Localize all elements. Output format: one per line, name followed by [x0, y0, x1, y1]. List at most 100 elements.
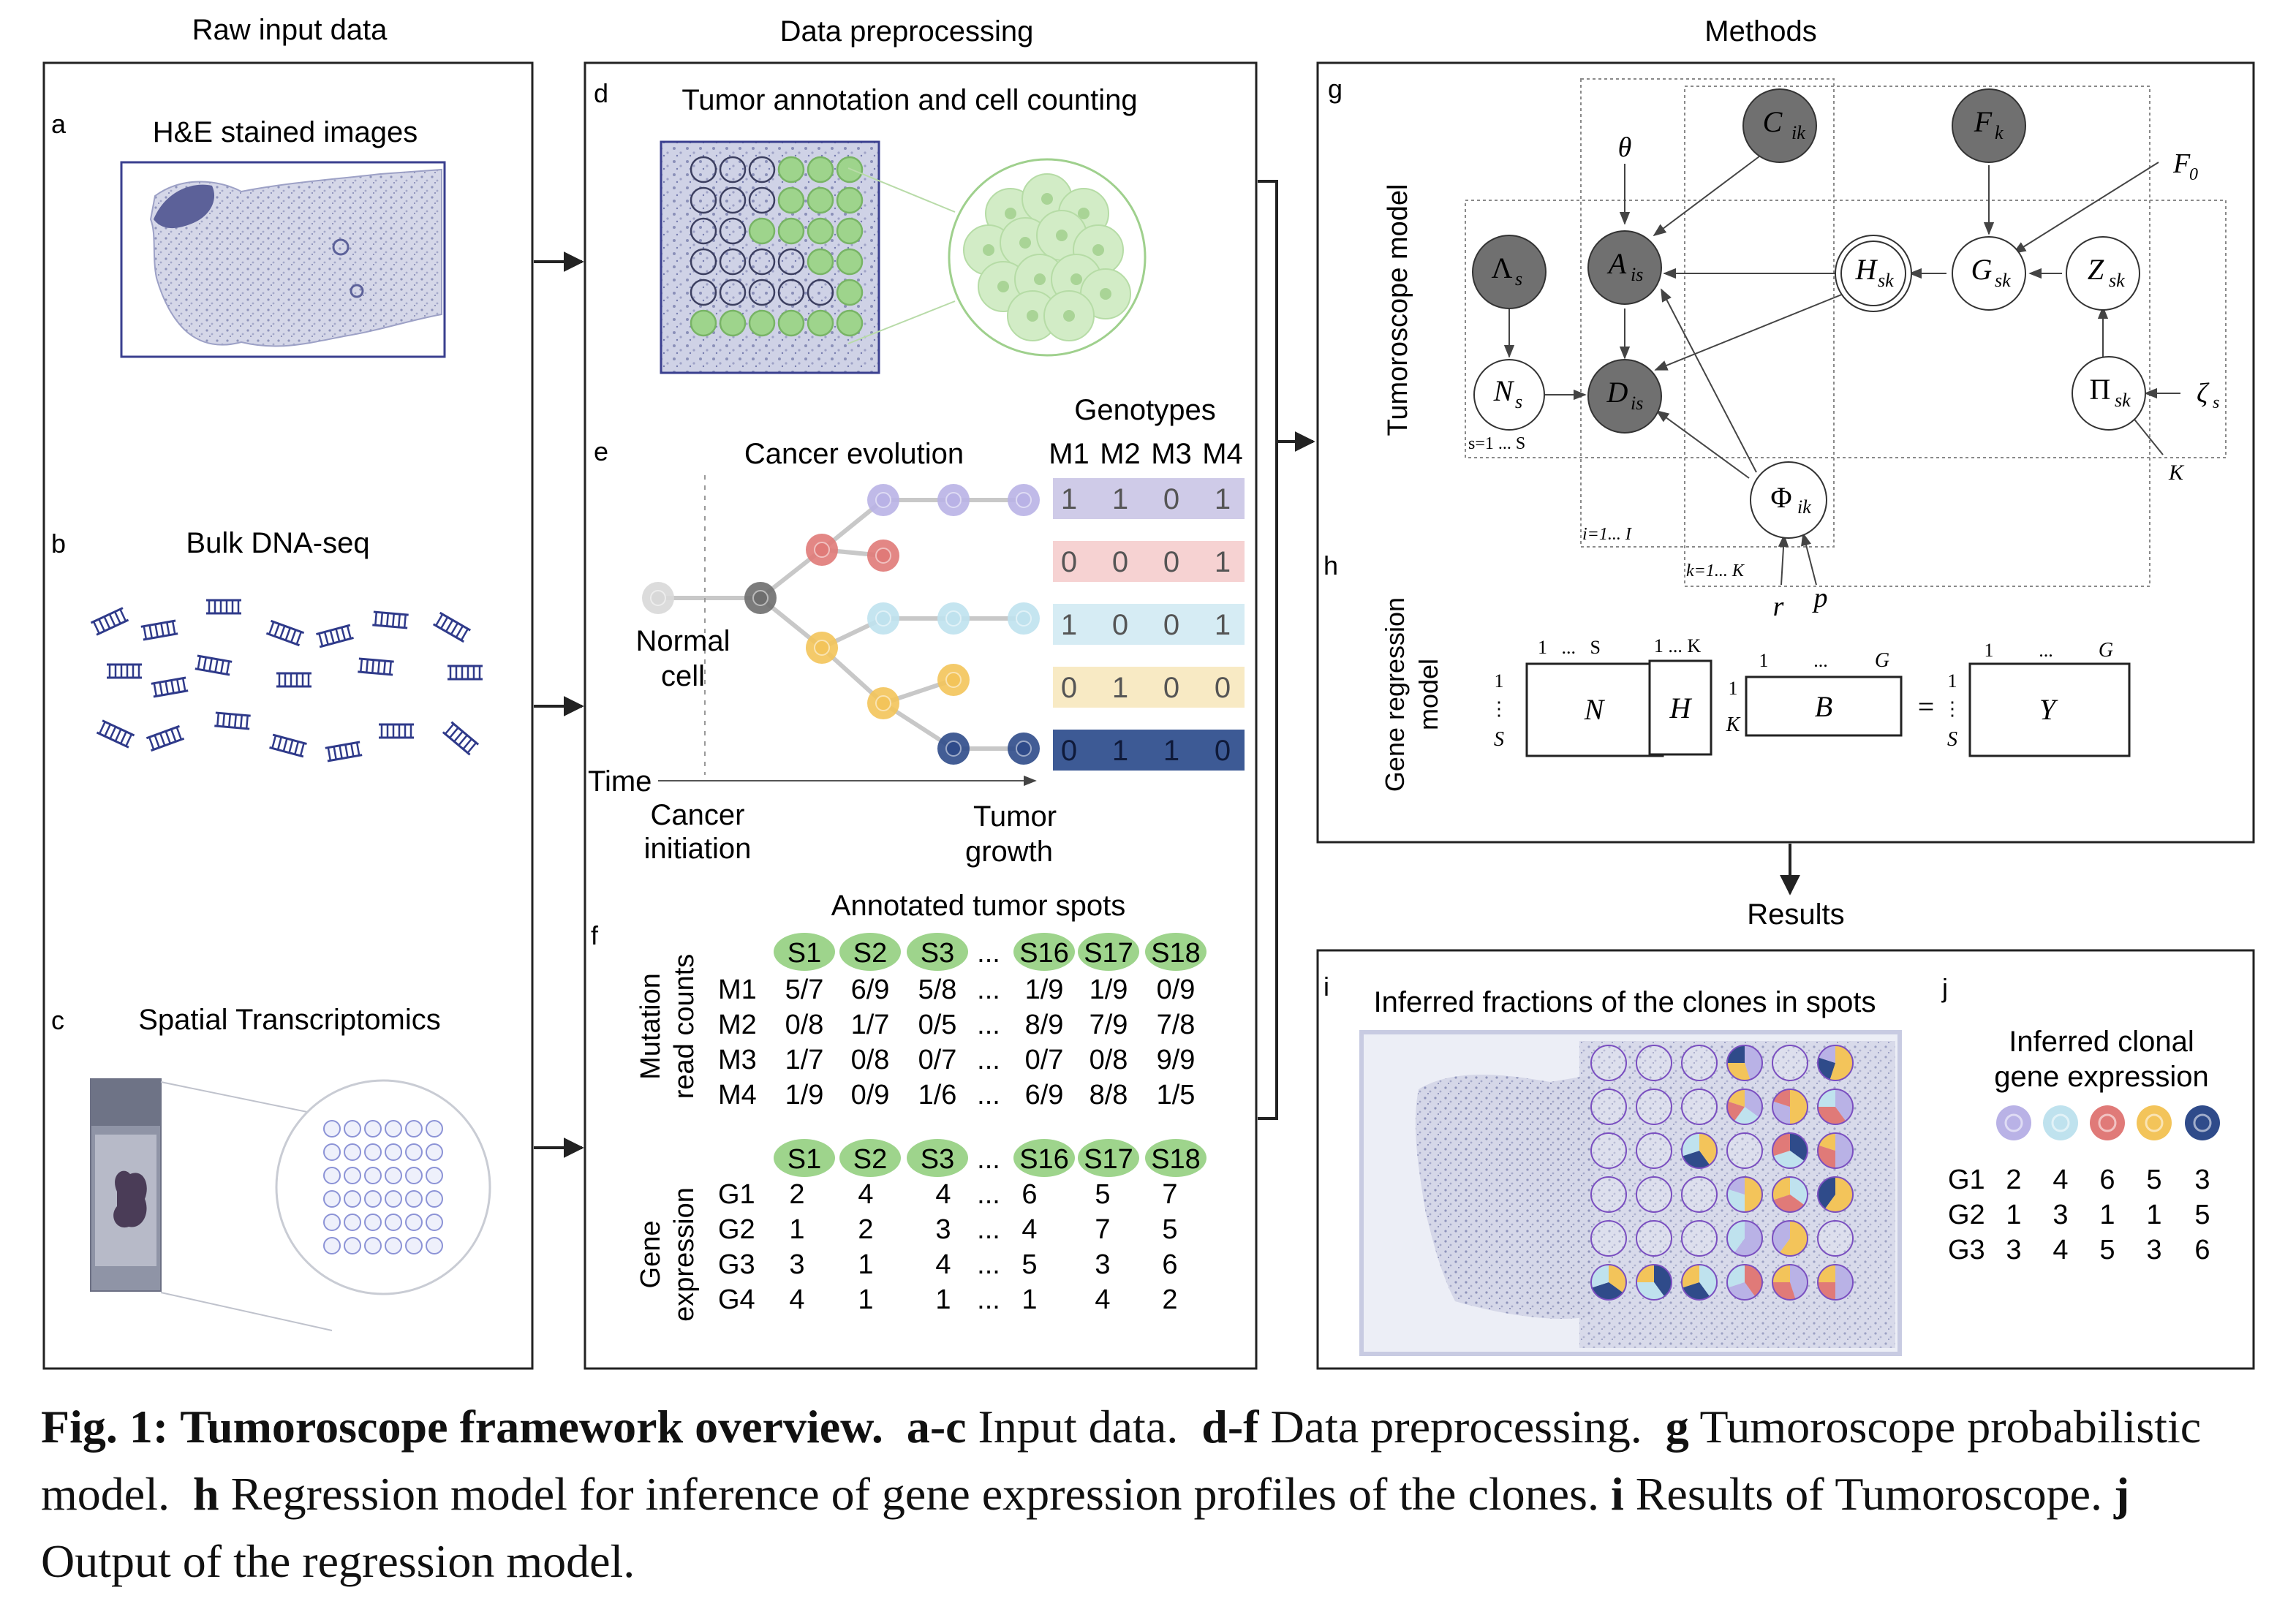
panel-j-letter: j [1941, 973, 1948, 1003]
genotype-cell: 0 [1061, 672, 1077, 704]
inferred-spot [1817, 1045, 1854, 1081]
node-Phi-sub: ik [1797, 496, 1811, 518]
node-D-sub: is [1631, 393, 1643, 414]
pie-slice [1683, 1282, 1710, 1300]
tumor-spot [807, 248, 834, 276]
inferred-spot [1817, 1132, 1854, 1169]
matrix-H-label: H [1669, 692, 1693, 724]
st-spot [405, 1143, 423, 1161]
gene-expression-cell: 3 [789, 1249, 804, 1280]
gene-expression-cell: 1 [858, 1249, 873, 1280]
Y-left-mid: ⋮ [1943, 698, 1962, 719]
st-spot [405, 1120, 423, 1138]
tumor-spot [807, 156, 834, 183]
mutation-count-cell: 1/7 [851, 1010, 890, 1040]
st-spot [426, 1143, 443, 1161]
pie-slice [1773, 1195, 1805, 1213]
dna-fragment-icon [442, 721, 480, 756]
st-spot [323, 1237, 341, 1254]
B-left-K: K [1726, 714, 1741, 736]
tumor-spot [836, 186, 864, 214]
spot-header-pill [1145, 1139, 1206, 1177]
dna-fragment-icon [432, 611, 472, 643]
inferred-spot [1772, 1176, 1808, 1213]
pie-slice [1772, 1101, 1790, 1124]
genotype-cell: 0 [1163, 483, 1179, 515]
mutation-count-cell: 5/7 [785, 974, 824, 1005]
clone-node-core [650, 590, 666, 606]
mutation-count-cell: 7/9 [1090, 1010, 1128, 1040]
gene-expression-cell: 3 [935, 1214, 951, 1245]
clone-color-core [2051, 1113, 2070, 1132]
Y-left-S: S [1947, 728, 1957, 751]
panel-g-letter: g [1328, 74, 1343, 104]
st-spot [385, 1120, 402, 1138]
clone-node-core [875, 610, 891, 627]
empty-spot [1681, 1176, 1718, 1213]
pie-slice [1682, 1133, 1699, 1157]
clonal-expression-cell: 1 [2006, 1200, 2021, 1230]
dna-fragment-icon [372, 610, 409, 629]
caption-j-bold: j [2114, 1468, 2130, 1520]
node-F-sub: k [1995, 122, 2004, 143]
gene-expression-cell: 4 [789, 1284, 804, 1315]
plate-s-label: s=1 ... S [1468, 434, 1525, 453]
genotype-row-bg [1053, 604, 1245, 645]
spot-header: S2 [853, 938, 887, 969]
st-spot [364, 1190, 382, 1208]
cancer-initiation-label-1: Cancer [651, 799, 745, 831]
pie-slice [1745, 1265, 1762, 1297]
empty-spot [1726, 1132, 1763, 1169]
normal-cell-label-1: Normal [636, 625, 730, 657]
pie-slice [1772, 1177, 1790, 1200]
inferred-spot [1817, 1176, 1854, 1213]
bracket-to-methods [1258, 180, 1278, 1120]
empty-spot [1636, 1220, 1672, 1257]
clonal-gene-name: G3 [1948, 1235, 1985, 1265]
panel-b-letter: b [51, 529, 66, 559]
st-spot [385, 1143, 402, 1161]
st-spot [405, 1167, 423, 1184]
normal-spot [690, 217, 717, 245]
st-spot [385, 1167, 402, 1184]
tumor-spot [836, 156, 864, 183]
spot-header-pill [1078, 1139, 1139, 1177]
gene-expression-cell: ... [977, 1214, 1000, 1245]
mutation-count-cell: 7/8 [1157, 1010, 1196, 1040]
clone-node-core [875, 695, 891, 711]
cell-nucleus [1041, 193, 1053, 205]
equals-sign: = [1918, 690, 1935, 723]
mutation-count-cell: 0/8 [851, 1045, 890, 1075]
genotype-cell: 0 [1215, 672, 1231, 704]
normal-spot [748, 156, 776, 183]
tumor-annotation-grid [660, 140, 1147, 374]
mutation-count-cell: 9/9 [1157, 1045, 1196, 1075]
spot-header: ... [977, 938, 1000, 969]
node-G-label: G [1971, 253, 1993, 286]
node-zeta-sub: s [2213, 393, 2219, 412]
cell-nucleus [1005, 208, 1016, 219]
N-left-1: 1 [1495, 670, 1504, 692]
mutation-count-cell: 5/8 [918, 974, 957, 1005]
caption-ac-text: Input data. [978, 1401, 1179, 1453]
mutation-count-cell: ... [977, 1045, 1000, 1075]
genotype-cell: 1 [1061, 483, 1077, 515]
mutation-count-cell: ... [977, 974, 1000, 1005]
st-spot [364, 1120, 382, 1138]
spot-header-pill [1013, 933, 1075, 971]
he-stained-image [120, 161, 446, 358]
pie-slice [1790, 1265, 1808, 1299]
st-spot [344, 1143, 361, 1161]
node-Z [2066, 236, 2140, 311]
tumor-spot [719, 309, 747, 337]
empty-spot [1590, 1176, 1627, 1213]
panel-c-title: Spatial Transcriptomics [138, 1004, 440, 1036]
panel-i-letter: i [1323, 972, 1329, 1002]
normal-spot [690, 248, 717, 276]
Y-left-1: 1 [1948, 670, 1957, 692]
node-G-sub: sk [1995, 270, 2011, 291]
caption-i-bold: i [1610, 1468, 1624, 1520]
inferred-spot [1726, 1089, 1763, 1125]
clone-node-core [1016, 610, 1032, 627]
mutation-row-name: M3 [718, 1045, 757, 1075]
